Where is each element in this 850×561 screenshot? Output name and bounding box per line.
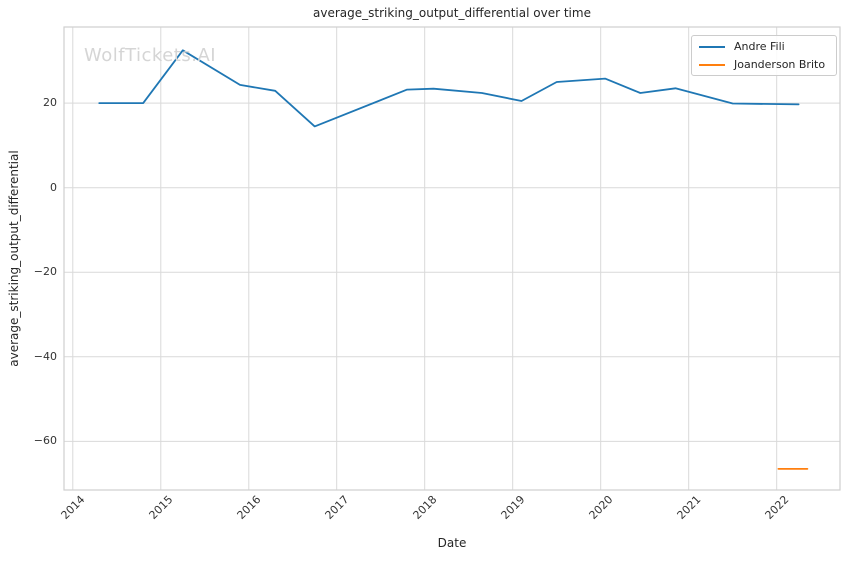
series-line-andre-fili [98,49,800,128]
watermark: WolfTickets.AI [84,45,217,66]
legend-item-joanderson-brito: Joanderson Brito [699,58,829,71]
y-tick-label--20: −20 [33,265,57,279]
x-axis-label: Date [437,536,467,550]
legend: Andre Fili Joanderson Brito [691,35,837,76]
y-axis-label: average_striking_output_differential [7,150,21,367]
legend-label: Andre Fili [734,40,785,53]
legend-item-andre-fili: Andre Fili [699,40,829,53]
y-tick-label--40: −40 [33,349,57,363]
y-tick-label-0: 0 [50,180,57,194]
legend-line-swatch-orange [699,63,725,66]
chart-title: average_striking_output_differential ove… [313,6,591,20]
legend-label: Joanderson Brito [734,58,826,71]
y-tick-label--60: −60 [33,434,57,448]
y-tick-label-20: 20 [43,96,57,110]
legend-line-swatch-blue [699,45,725,48]
plot-border [63,26,841,491]
